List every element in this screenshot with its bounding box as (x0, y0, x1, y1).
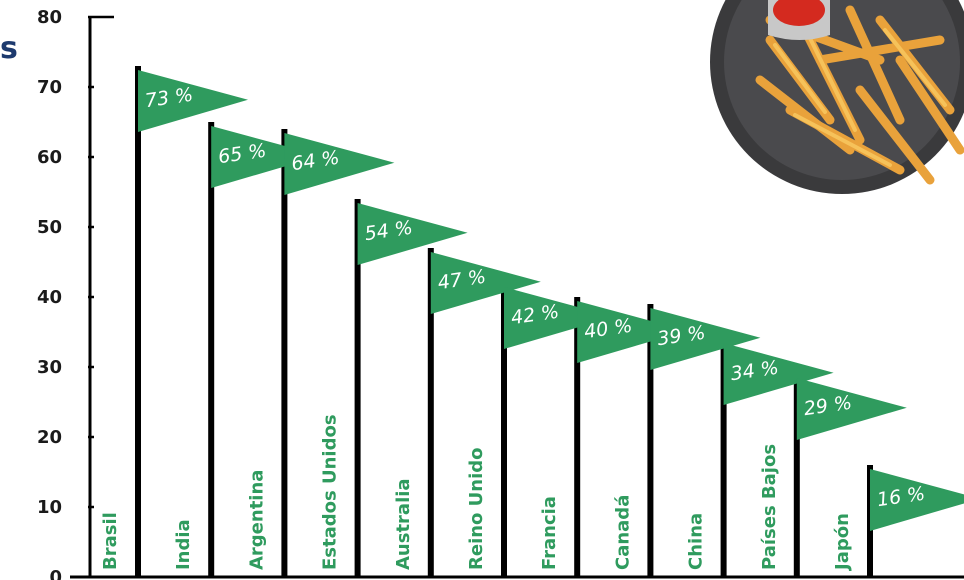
flags-group: 73 %65 % 64 %54 %47 %42 % 40 % 39 %34 %29 %… (138, 70, 964, 531)
bar-pole (208, 122, 215, 577)
x-tick-label: Brasil (100, 512, 121, 570)
y-tick-label: 0 (49, 567, 62, 580)
bar-pole (501, 283, 507, 577)
bar-pole (574, 297, 581, 577)
x-tick-label: China (686, 513, 707, 570)
bar-pole (647, 304, 654, 577)
bar-flag (870, 469, 964, 531)
x-tick-label: Francia (539, 496, 560, 570)
y-tick-label: 70 (37, 77, 62, 98)
bar-flag (430, 252, 541, 314)
x-tick-label: Estados Unidos (320, 414, 341, 570)
bar-flag (577, 301, 688, 363)
x-tick-label: Reino Unido (466, 447, 487, 570)
bar-flag (796, 378, 907, 440)
y-tick-label: 10 (37, 497, 62, 518)
bar-pole (427, 248, 434, 577)
bar-flag (504, 287, 614, 349)
y-tick-label: 50 (37, 217, 62, 238)
bar-pole (281, 129, 288, 577)
y-tick-label: 80 (37, 7, 62, 28)
bar-flag (138, 70, 248, 132)
y-tick-label: 60 (37, 147, 62, 168)
bar-flag (211, 126, 322, 188)
bar-flag (284, 133, 395, 195)
bar-flag (357, 203, 468, 265)
x-tick-label: Países Bajos (759, 444, 780, 570)
y-tick-label: 40 (37, 287, 62, 308)
x-tick-label: India (173, 519, 194, 570)
bar-pole (720, 339, 727, 577)
bar-pole (793, 374, 800, 577)
bar-pole (135, 66, 141, 577)
y-tick-label: 20 (37, 427, 62, 448)
x-tick-label: Japón (832, 513, 853, 572)
bar-pole (354, 199, 361, 577)
x-tick-label: Argentina (246, 470, 267, 570)
bar-flag (723, 343, 834, 405)
fries-plate-image (710, 0, 964, 194)
y-axis: 0 10 20 30 40 50 60 70 80 (37, 7, 114, 580)
y-tick-label: 30 (37, 357, 62, 378)
title-fragment: s (0, 31, 18, 66)
x-tick-label: Canadá (612, 495, 633, 570)
category-labels-group: Brasil India Argentina Estados Unidos Austra… (100, 414, 853, 572)
bar-flag (650, 308, 761, 370)
x-tick-label: Australia (393, 478, 414, 570)
